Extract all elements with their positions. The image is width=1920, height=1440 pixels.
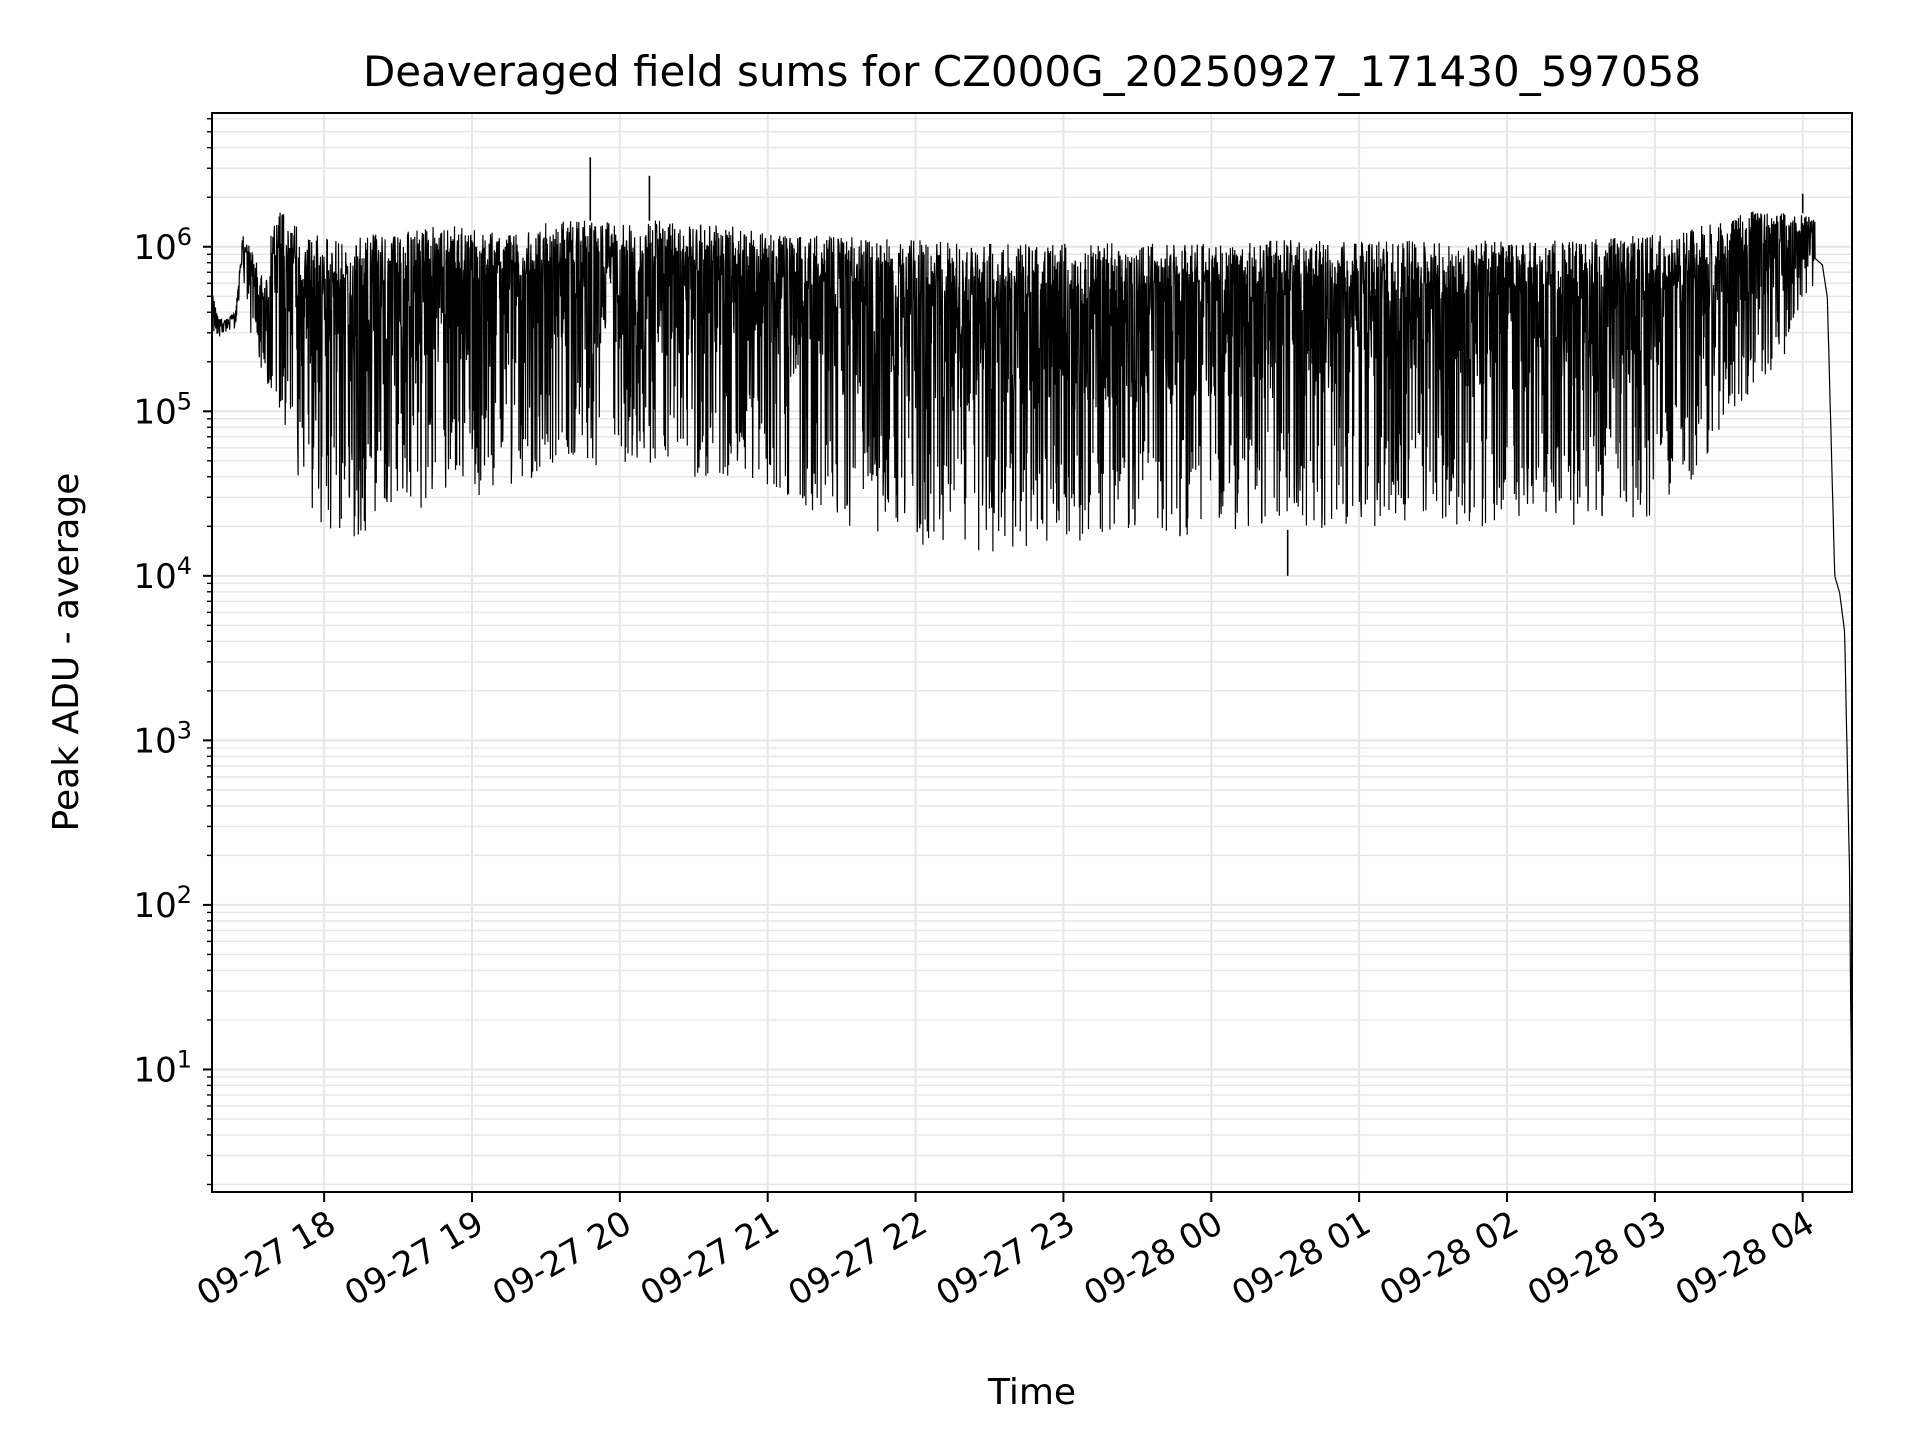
x-tick-label: 09-28 01 xyxy=(1225,1203,1377,1314)
x-tick-label: 09-28 02 xyxy=(1373,1203,1525,1314)
y-tick-label: 105 xyxy=(133,387,192,432)
x-tick-label: 09-27 22 xyxy=(782,1203,934,1314)
y-tick-label: 104 xyxy=(133,552,192,597)
x-tick-label: 09-28 03 xyxy=(1521,1203,1673,1314)
x-tick-label: 09-28 04 xyxy=(1669,1203,1821,1314)
y-tick-label: 102 xyxy=(133,881,192,926)
y-tick-label: 106 xyxy=(133,223,192,268)
signal-line xyxy=(211,211,1853,1145)
x-tick-label: 09-28 00 xyxy=(1077,1203,1229,1314)
y-axis-label: Peak ADU - average xyxy=(46,473,87,832)
x-tick-label: 09-27 23 xyxy=(930,1203,1082,1314)
y-axis: 101 102 103 104 105 106 xyxy=(133,118,212,1186)
chart-title: Deaveraged field sums for CZ000G_2025092… xyxy=(363,47,1701,96)
x-tick-label: 09-27 18 xyxy=(190,1203,342,1314)
x-tick-label: 09-27 20 xyxy=(486,1203,638,1314)
x-axis-label: Time xyxy=(987,1372,1076,1413)
plot-frame xyxy=(211,112,1853,1193)
plot-area xyxy=(211,157,1853,1145)
x-tick-label: 09-27 19 xyxy=(338,1203,490,1314)
x-tick-label: 09-27 21 xyxy=(634,1203,786,1314)
y-tick-label: 103 xyxy=(133,716,192,761)
y-tick-label: 101 xyxy=(133,1045,192,1090)
